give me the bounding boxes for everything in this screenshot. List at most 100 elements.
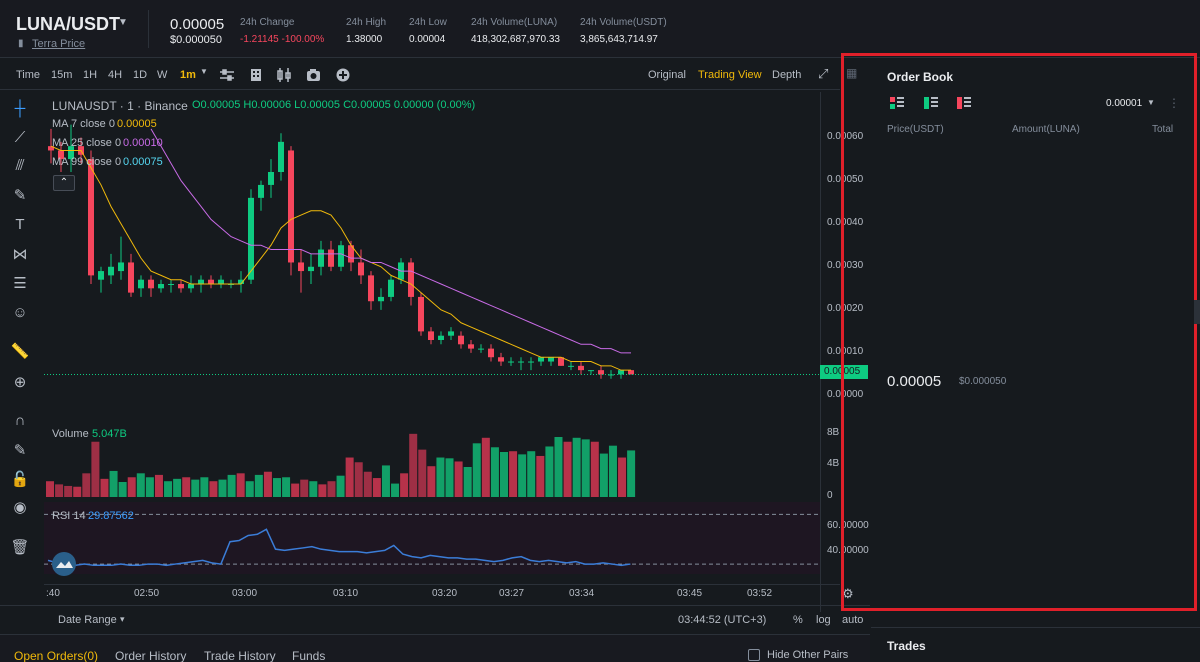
interval-dropdown-icon[interactable]: ▼ bbox=[200, 67, 208, 76]
candle-body bbox=[218, 279, 224, 284]
eye-icon[interactable]: ◉ bbox=[13, 499, 27, 516]
emoji-icon[interactable]: ☺ bbox=[12, 304, 28, 321]
interval-4h[interactable]: 4H bbox=[108, 69, 123, 81]
trash-icon[interactable]: 🗑 bbox=[10, 539, 30, 556]
volume-bar bbox=[254, 474, 263, 497]
candle-body bbox=[388, 279, 394, 297]
pattern-icon[interactable]: ⋈ bbox=[12, 246, 28, 263]
tab-open-orders[interactable]: Open Orders(0) bbox=[14, 649, 99, 662]
settings-gear-icon[interactable]: ⚙ bbox=[842, 586, 854, 601]
volume-bar bbox=[463, 467, 472, 497]
divider bbox=[148, 10, 149, 48]
view-original[interactable]: Original bbox=[648, 69, 686, 81]
order-book-title: Order Book bbox=[887, 70, 954, 84]
orderbook-both-icon[interactable] bbox=[890, 97, 904, 109]
volume-bar bbox=[445, 458, 454, 497]
camera-icon[interactable] bbox=[307, 69, 320, 81]
interval-15m[interactable]: 15m bbox=[51, 69, 73, 81]
time-tick: 03:45 bbox=[677, 588, 703, 599]
volume-bar bbox=[91, 441, 100, 497]
pitchfork-icon[interactable]: ⫻ bbox=[15, 157, 25, 174]
subtitle-link[interactable]: Terra Price bbox=[32, 38, 86, 50]
candle-type-icon[interactable] bbox=[277, 68, 291, 82]
brush-icon[interactable]: ✎ bbox=[13, 187, 27, 204]
tab-funds[interactable]: Funds bbox=[292, 649, 326, 662]
lock-drawing-icon[interactable]: ✎ bbox=[13, 442, 27, 459]
log-toggle[interactable]: log bbox=[816, 614, 831, 626]
tab-trade-history[interactable]: Trade History bbox=[204, 649, 276, 662]
candle-body bbox=[188, 284, 194, 289]
price-tick: 0.00030 bbox=[827, 259, 864, 271]
candle-body bbox=[258, 184, 264, 198]
magnet-icon[interactable]: ∩ bbox=[14, 412, 26, 429]
stat-value: -1.21145 -100.00% bbox=[240, 34, 325, 45]
tab-order-history[interactable]: Order History bbox=[115, 649, 187, 662]
stat-label: 24h Low bbox=[409, 17, 447, 28]
candle-body bbox=[428, 331, 434, 340]
symbol-title[interactable]: LUNA/USDT bbox=[16, 14, 120, 34]
trendline-icon[interactable]: ⟋ bbox=[14, 129, 26, 146]
volume-bars bbox=[46, 433, 636, 497]
date-range-chevron-icon[interactable]: ▾ bbox=[120, 614, 125, 624]
scrollbar-handle[interactable] bbox=[1194, 300, 1200, 324]
interval-time[interactable]: Time bbox=[16, 69, 41, 81]
rsi-tick: 60.00000 bbox=[827, 519, 869, 531]
price-chart[interactable] bbox=[44, 92, 840, 612]
collapse-legend-button[interactable]: ⌃ bbox=[53, 175, 75, 191]
interval-w[interactable]: W bbox=[157, 69, 168, 81]
volume-bar bbox=[173, 478, 182, 497]
price-tick: 0.00060 bbox=[827, 130, 864, 142]
candle-body bbox=[358, 262, 364, 276]
volume-label: Volume bbox=[52, 428, 89, 440]
volume-bar bbox=[518, 454, 527, 497]
hide-pairs-checkbox[interactable] bbox=[748, 649, 760, 661]
time-tick: 03:00 bbox=[232, 588, 258, 599]
candle-body bbox=[318, 249, 324, 267]
percent-toggle[interactable]: % bbox=[793, 614, 803, 626]
volume-bar bbox=[436, 457, 445, 497]
symbol-dropdown-icon[interactable]: ▼ bbox=[118, 17, 128, 28]
order-book-view-icons bbox=[890, 97, 971, 109]
indicators-icon[interactable] bbox=[251, 69, 261, 81]
more-options-icon[interactable]: ⋮ bbox=[1168, 96, 1180, 110]
candle-body bbox=[348, 245, 354, 263]
volume-bar bbox=[481, 437, 490, 497]
column-total: Total bbox=[1152, 124, 1174, 135]
ma-label: MA 25 close 0 bbox=[52, 137, 122, 149]
layout-grid-icon[interactable]: ▦ bbox=[846, 66, 858, 80]
volume-value: 5.047B bbox=[92, 428, 127, 440]
text-icon[interactable]: T bbox=[15, 216, 25, 233]
fib-icon[interactable]: ☰ bbox=[13, 275, 27, 292]
zoom-in-icon[interactable]: ⊕ bbox=[13, 374, 27, 391]
volume-bar bbox=[236, 473, 245, 497]
precision-chevron-icon[interactable]: ▼ bbox=[1147, 98, 1155, 107]
candle-body bbox=[548, 357, 554, 362]
lock-icon[interactable]: 🔓 bbox=[10, 471, 30, 488]
fullscreen-icon[interactable]: ⤢ bbox=[818, 66, 829, 81]
auto-toggle[interactable]: auto bbox=[842, 614, 864, 626]
orderbook-asks-icon[interactable] bbox=[957, 97, 971, 109]
precision-select[interactable]: 0.00001 bbox=[1106, 98, 1143, 109]
candle-body bbox=[238, 279, 244, 284]
candle-body bbox=[378, 296, 384, 302]
date-range-button[interactable]: Date Range bbox=[58, 614, 117, 626]
view-trading-view[interactable]: Trading View bbox=[698, 69, 762, 81]
candle-body bbox=[178, 284, 184, 289]
ruler-icon[interactable]: 📏 bbox=[10, 343, 30, 360]
price-tick: 0.00000 bbox=[827, 389, 864, 400]
volume-bar bbox=[218, 479, 227, 497]
volume-bar bbox=[336, 475, 345, 497]
candle-body bbox=[98, 271, 104, 280]
tradingview-logo-icon bbox=[52, 552, 76, 576]
view-depth[interactable]: Depth bbox=[772, 69, 802, 81]
interval-1d[interactable]: 1D bbox=[133, 69, 148, 81]
crosshair-icon[interactable]: ┼ bbox=[14, 100, 26, 117]
orderbook-bids-icon[interactable] bbox=[924, 97, 938, 109]
interval-1h[interactable]: 1H bbox=[83, 69, 98, 81]
volume-bar bbox=[472, 443, 481, 497]
volume-bar bbox=[200, 477, 209, 497]
settings-sliders-icon[interactable] bbox=[220, 69, 234, 81]
interval-1m[interactable]: 1m bbox=[180, 69, 196, 81]
candle-body bbox=[48, 146, 54, 151]
add-indicator-icon[interactable] bbox=[336, 68, 350, 82]
